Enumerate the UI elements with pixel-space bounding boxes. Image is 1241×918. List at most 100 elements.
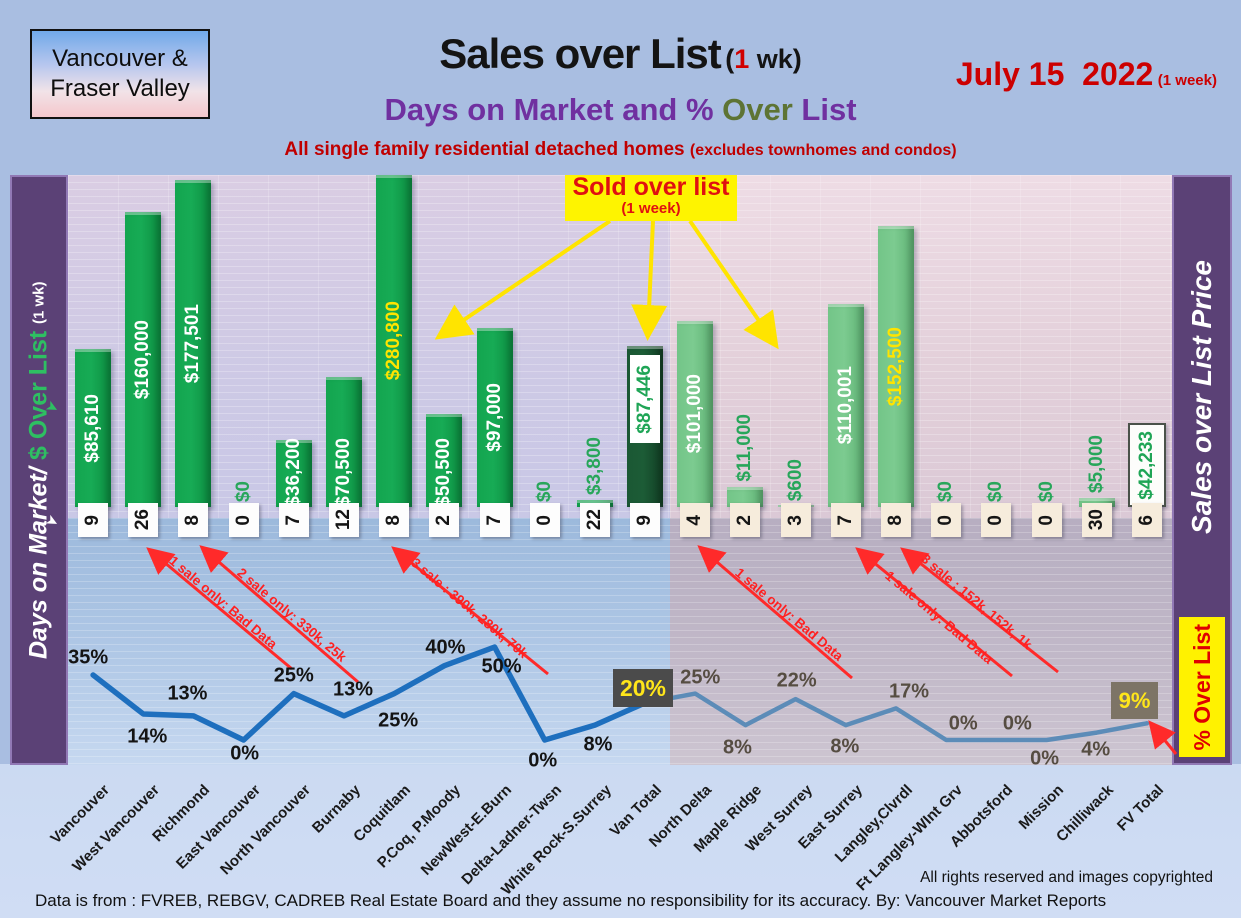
bar-7: $50,500	[426, 414, 463, 507]
days-on-market-4: 7	[278, 503, 309, 537]
x-label-21: FV Total	[1113, 781, 1167, 835]
days-on-market-6: 8	[379, 503, 410, 537]
pct-label-20: 4%	[1081, 738, 1111, 761]
x-label-4: North Vancouver	[216, 781, 314, 879]
bar-label-outside: $11,000	[734, 414, 756, 482]
bar-label: $280,800	[383, 301, 405, 381]
bar-label: $110,001	[834, 366, 856, 445]
right-axis-label: Sales over List Price	[1186, 260, 1217, 534]
bar-5: $70,500	[326, 377, 362, 507]
bar-2: $177,501	[175, 180, 212, 507]
bar-label: $85,610	[82, 393, 104, 463]
days-on-market-19: 0	[1031, 503, 1062, 537]
pct-label-4: 25%	[273, 664, 314, 687]
days-on-market-0: 9	[78, 503, 109, 537]
pct-label-0: 35%	[68, 646, 109, 669]
bar-label-outside: $0	[935, 480, 957, 502]
pct-label-7: 40%	[425, 636, 466, 659]
van-total-pct-box: 20%	[613, 669, 673, 707]
bar-fv-total: $42,233	[1127, 423, 1166, 507]
bar-label: $152,500	[885, 326, 906, 407]
x-label-8: NewWest-E.Burn	[417, 781, 515, 879]
days-on-market-9: 0	[529, 503, 560, 537]
days-on-market-18: 0	[981, 503, 1012, 537]
bar-label-outside: $0	[1035, 480, 1057, 502]
days-on-market-10: 22	[579, 503, 610, 537]
plot-lower-fraservalley-panel	[670, 518, 1172, 765]
days-on-market-21: 6	[1131, 503, 1162, 537]
report-date: July 15 2022 (1 week)	[955, 56, 1217, 92]
region-logo-box: Vancouver & Fraser Valley	[30, 29, 210, 119]
pct-label-6: 25%	[378, 709, 419, 732]
days-on-market-12: 4	[680, 503, 711, 537]
pct-label-3: 0%	[230, 742, 260, 765]
days-on-market-20: 30	[1081, 503, 1112, 537]
data-source-disclaimer: Data is from : FVREB, REBGV, CADREB Real…	[35, 891, 1107, 910]
x-label-19: Mission	[1015, 781, 1067, 833]
pct-label-13: 8%	[723, 736, 752, 759]
pct-label-15: 8%	[830, 735, 860, 758]
bar-label: $50,500	[433, 438, 455, 507]
pct-label-12: 25%	[680, 666, 721, 689]
pct-label-16: 17%	[888, 680, 930, 703]
bar-label-outside: $0	[985, 480, 1007, 502]
copyright-note: All rights reserved and images copyright…	[920, 869, 1213, 886]
logo-line1: Vancouver &	[52, 45, 188, 72]
days-on-market-11: 9	[630, 503, 661, 537]
page-title: Sales over List (1 wk)	[0, 30, 1241, 78]
days-on-market-17: 0	[931, 503, 962, 537]
pct-label-17: 0%	[948, 712, 978, 735]
logo-line2: Fraser Valley	[50, 75, 190, 102]
title-main: Sales over List	[439, 30, 721, 77]
bar-label: $97,000	[483, 383, 505, 452]
bar-12: $101,000	[677, 321, 714, 507]
pct-label-9: 0%	[528, 749, 558, 772]
days-on-market-1: 26	[128, 503, 159, 537]
bar-6: $280,800	[376, 175, 413, 507]
pct-label-2: 13%	[167, 682, 208, 705]
bar-11: $87,446	[627, 346, 664, 507]
pct-over-list-legend: % Over List	[1179, 617, 1225, 757]
days-on-market-5: 12	[329, 503, 359, 537]
bar-1: $160,000	[125, 212, 162, 507]
pct-label-18: 0%	[1002, 712, 1032, 735]
page-subtitle: Days on Market and % Over List	[384, 92, 857, 127]
pct-label-19: 0%	[1030, 747, 1059, 770]
title-suffix: (1 wk)	[725, 44, 802, 74]
pct-label-10: 8%	[583, 733, 613, 756]
bar-15: $110,001	[827, 304, 864, 507]
page-tagline: All single family residential detached h…	[284, 139, 957, 160]
days-on-market-15: 7	[830, 503, 861, 537]
days-on-market-8: 7	[479, 503, 510, 537]
days-on-market-13: 2	[730, 503, 761, 537]
days-on-market-3: 0	[228, 503, 259, 537]
bar-label-outside: $0	[533, 480, 555, 502]
bar-label-outside: $3,800	[583, 436, 605, 495]
days-on-market-7: 2	[429, 503, 460, 537]
x-label-1: West Vancouver	[69, 781, 164, 876]
bar-label-outside: $5,000	[1085, 434, 1107, 493]
bar-0: $85,610	[75, 349, 112, 507]
bar-label: $101,000	[684, 374, 706, 454]
bar-8: $97,000	[476, 328, 513, 507]
bar-label: $177,501	[182, 303, 204, 384]
bar-16: $152,500	[878, 226, 914, 507]
bar-13	[727, 487, 764, 507]
days-on-market-2: 8	[178, 503, 209, 537]
bar-label-outside: $0	[232, 480, 254, 502]
pct-label-14: 22%	[776, 669, 817, 692]
pct-label-8: 50%	[481, 655, 522, 678]
bar-20	[1078, 498, 1115, 507]
left-axis-label: Days on Market/ $ Over List (1 wk)	[24, 281, 53, 659]
bar-label: $160,000	[132, 319, 154, 400]
pct-label-1: 14%	[127, 725, 168, 748]
days-on-market-16: 8	[881, 503, 911, 537]
bar-label-outside: $600	[784, 458, 806, 501]
bar-label: $70,500	[333, 438, 354, 507]
left-axis-bar: Days on Market/ $ Over List (1 wk)	[10, 175, 68, 765]
bar-label: $36,200	[282, 438, 304, 507]
bar-4: $36,200	[275, 438, 312, 507]
pct-label-5: 13%	[332, 678, 374, 701]
right-axis-bar: Sales over List Price % Over List	[1172, 175, 1232, 765]
